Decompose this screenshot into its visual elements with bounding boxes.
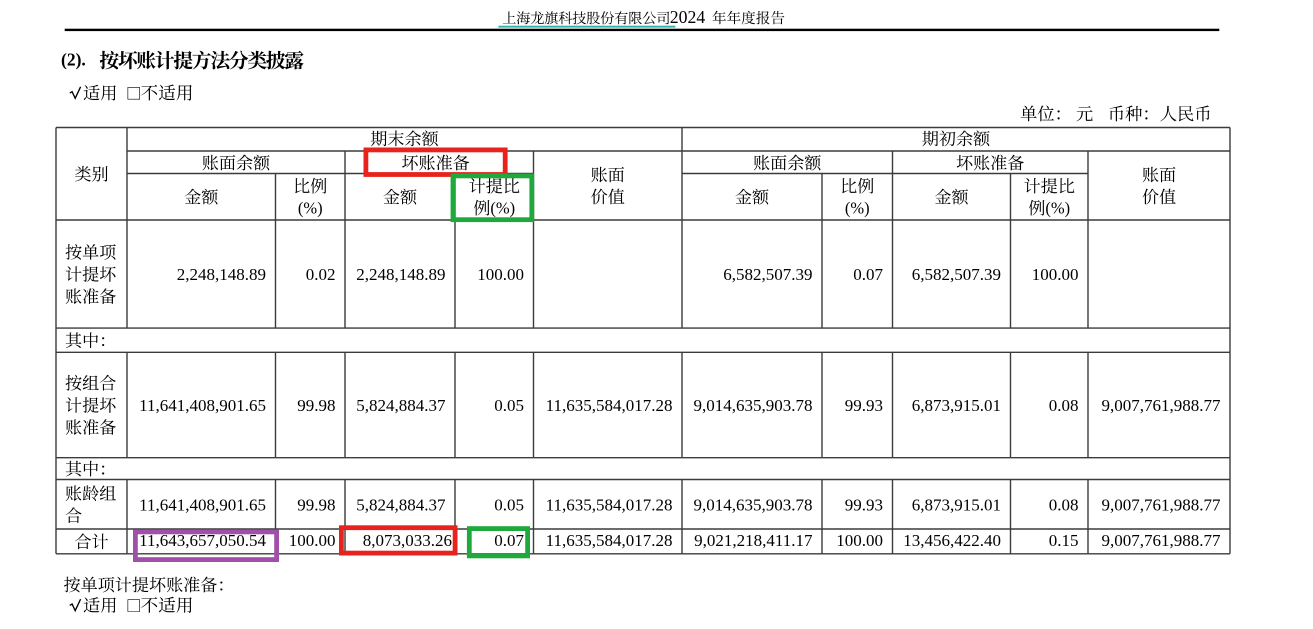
- svg-text:(%): (%): [1045, 199, 1070, 218]
- svg-text:11,641,408,901.65: 11,641,408,901.65: [139, 396, 266, 415]
- svg-text:0.05: 0.05: [494, 495, 524, 514]
- svg-text:13,456,422.40: 13,456,422.40: [903, 531, 1001, 550]
- svg-text:2,248,148.89: 2,248,148.89: [177, 265, 266, 284]
- svg-text:11,635,584,017.28: 11,635,584,017.28: [546, 396, 673, 415]
- svg-text:(%): (%): [845, 199, 870, 218]
- svg-text:8,073,033.26: 8,073,033.26: [363, 531, 452, 550]
- svg-text:0.07: 0.07: [853, 265, 883, 284]
- svg-text:100.00: 100.00: [477, 265, 524, 284]
- svg-text:5,824,884.37: 5,824,884.37: [356, 396, 446, 415]
- svg-text:11,643,657,050.54: 11,643,657,050.54: [139, 531, 266, 550]
- svg-text:9,014,635,903.78: 9,014,635,903.78: [694, 396, 813, 415]
- svg-text:(%): (%): [298, 199, 323, 218]
- svg-text:0.02: 0.02: [306, 265, 336, 284]
- svg-text:99.98: 99.98: [297, 396, 335, 415]
- svg-text:11,635,584,017.28: 11,635,584,017.28: [546, 495, 673, 514]
- svg-text:0.05: 0.05: [494, 396, 524, 415]
- svg-text:2024: 2024: [670, 7, 706, 27]
- svg-text:100.00: 100.00: [836, 531, 883, 550]
- svg-text:6,582,507.39: 6,582,507.39: [912, 265, 1001, 284]
- svg-text:11,635,584,017.28: 11,635,584,017.28: [546, 531, 673, 550]
- svg-text:6,873,915.01: 6,873,915.01: [912, 396, 1001, 415]
- svg-text:99.93: 99.93: [845, 495, 883, 514]
- svg-text:0.15: 0.15: [1049, 531, 1079, 550]
- svg-text:6,873,915.01: 6,873,915.01: [912, 495, 1001, 514]
- svg-text:9,007,761,988.77: 9,007,761,988.77: [1102, 495, 1222, 514]
- svg-text:100.00: 100.00: [289, 531, 336, 550]
- svg-text:6,582,507.39: 6,582,507.39: [723, 265, 812, 284]
- svg-text:99.93: 99.93: [845, 396, 883, 415]
- svg-text:99.98: 99.98: [297, 495, 335, 514]
- svg-text:9,014,635,903.78: 9,014,635,903.78: [694, 495, 813, 514]
- svg-text:(2).: (2).: [61, 50, 86, 70]
- svg-text:0.07: 0.07: [494, 531, 524, 550]
- svg-text:(%): (%): [490, 199, 515, 218]
- svg-text:0.08: 0.08: [1049, 495, 1079, 514]
- svg-text:100.00: 100.00: [1032, 265, 1079, 284]
- svg-text:0.08: 0.08: [1049, 396, 1079, 415]
- svg-text:11,641,408,901.65: 11,641,408,901.65: [139, 495, 266, 514]
- svg-text:9,007,761,988.77: 9,007,761,988.77: [1102, 531, 1222, 550]
- svg-text:9,021,218,411.17: 9,021,218,411.17: [694, 531, 813, 550]
- svg-text:5,824,884.37: 5,824,884.37: [356, 495, 446, 514]
- svg-text:9,007,761,988.77: 9,007,761,988.77: [1102, 396, 1222, 415]
- svg-text:2,248,148.89: 2,248,148.89: [356, 265, 445, 284]
